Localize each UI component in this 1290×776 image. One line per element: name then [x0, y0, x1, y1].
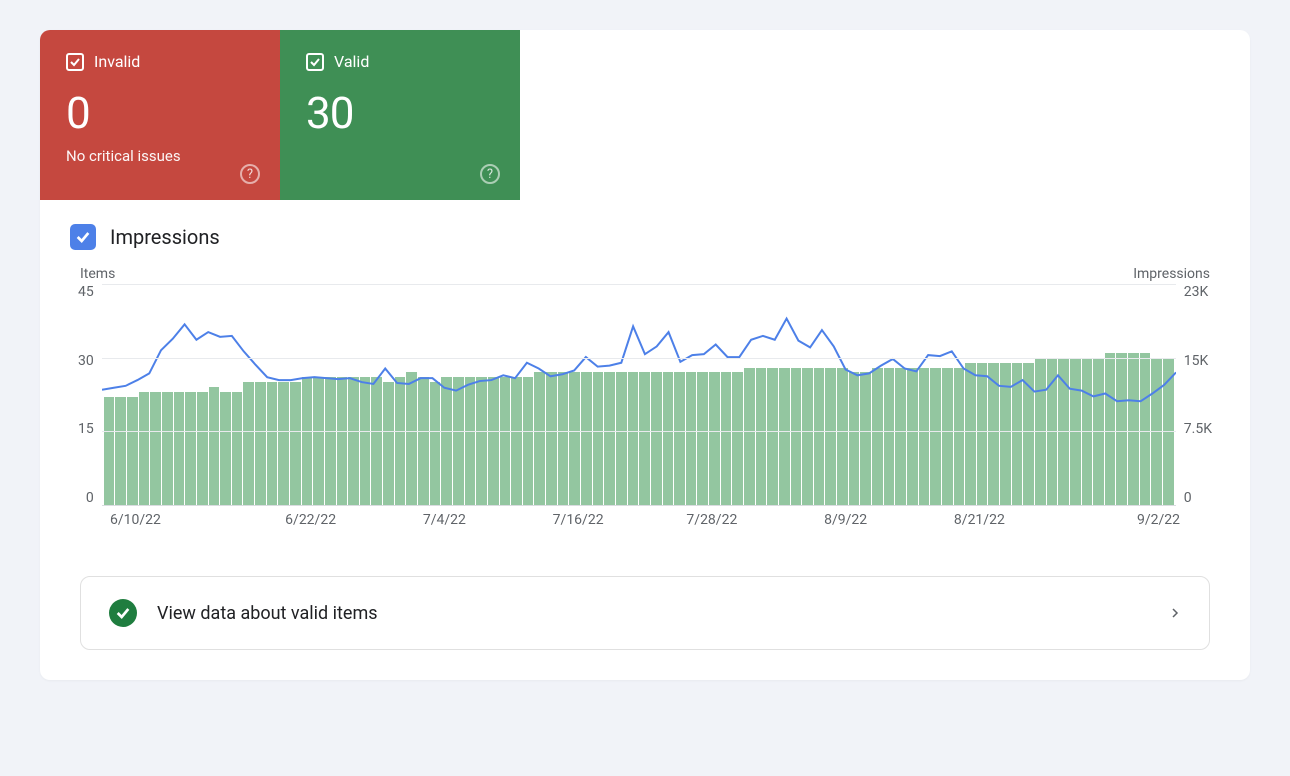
- cta-text: View data about valid items: [157, 603, 1149, 624]
- left-axis-title: Items: [80, 266, 115, 282]
- x-axis: 6/10/226/22/227/4/227/16/227/28/228/9/22…: [70, 506, 1220, 528]
- right-axis-title: Impressions: [1133, 266, 1210, 282]
- y-axis-left: 4530150: [70, 284, 102, 506]
- impressions-toggle-row: Impressions: [40, 200, 1250, 256]
- y-axis-right: 23K15K7.5K0: [1176, 284, 1220, 506]
- tab-invalid[interactable]: Invalid 0 No critical issues ?: [40, 30, 280, 200]
- line-layer: [102, 284, 1176, 505]
- view-valid-items-button[interactable]: View data about valid items: [80, 576, 1210, 650]
- impressions-checkbox[interactable]: [70, 224, 96, 250]
- chart-container: Items Impressions 4530150 23K15K7.5K0 6/…: [40, 256, 1250, 528]
- help-icon[interactable]: ?: [240, 164, 260, 184]
- status-tabs: Invalid 0 No critical issues ? Valid 30 …: [40, 30, 1250, 200]
- impressions-label: Impressions: [110, 225, 220, 249]
- check-circle-icon: [109, 599, 137, 627]
- tab-invalid-subtext: No critical issues: [66, 147, 254, 165]
- tab-valid[interactable]: Valid 30 ?: [280, 30, 520, 200]
- tab-valid-value: 30: [306, 87, 494, 139]
- tab-valid-label: Valid: [334, 52, 369, 71]
- checkbox-icon: [66, 53, 84, 71]
- checkbox-icon: [306, 53, 324, 71]
- report-card: Invalid 0 No critical issues ? Valid 30 …: [40, 30, 1250, 680]
- tab-invalid-value: 0: [66, 87, 254, 139]
- help-icon[interactable]: ?: [480, 164, 500, 184]
- tab-invalid-label: Invalid: [94, 52, 140, 71]
- chevron-right-icon: [1169, 604, 1181, 623]
- chart-plot[interactable]: [102, 284, 1176, 506]
